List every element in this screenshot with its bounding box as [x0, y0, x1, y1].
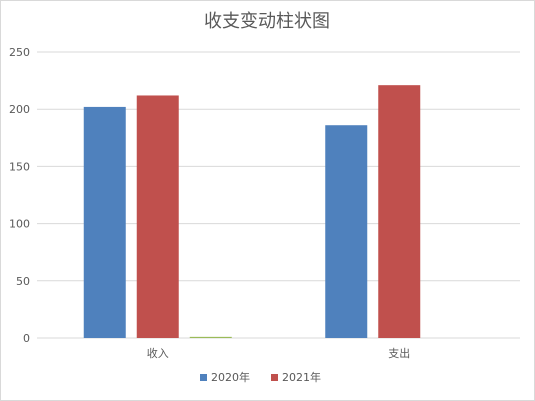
- legend-swatch: [271, 374, 278, 381]
- bar-1-1: [83, 106, 126, 338]
- y-axis-tick-labels: 0 50 100 150 200 250: [9, 46, 30, 345]
- legend: 2020年 2021年: [200, 370, 321, 384]
- chart-title: 收支变动柱状图: [204, 11, 330, 32]
- y-tick-label: 250: [9, 46, 30, 59]
- y-tick-label: 200: [9, 103, 30, 116]
- bars: [83, 85, 421, 339]
- bar-3-1: [189, 336, 232, 338]
- bar-1-2: [325, 125, 368, 338]
- y-tick-label: 150: [9, 160, 30, 173]
- y-tick-label: 0: [23, 332, 30, 345]
- legend-label: 2021年: [282, 370, 321, 384]
- x-axis-tick-labels: 收入 支出: [147, 346, 411, 360]
- x-tick-label: 收入: [147, 346, 169, 360]
- legend-swatch: [200, 374, 207, 381]
- x-tick-label: 支出: [388, 346, 410, 360]
- y-tick-label: 50: [16, 275, 30, 288]
- bar-2-2: [378, 85, 421, 339]
- y-tick-label: 100: [9, 218, 30, 231]
- legend-label: 2020年: [211, 370, 250, 384]
- bar-2-1: [136, 95, 179, 338]
